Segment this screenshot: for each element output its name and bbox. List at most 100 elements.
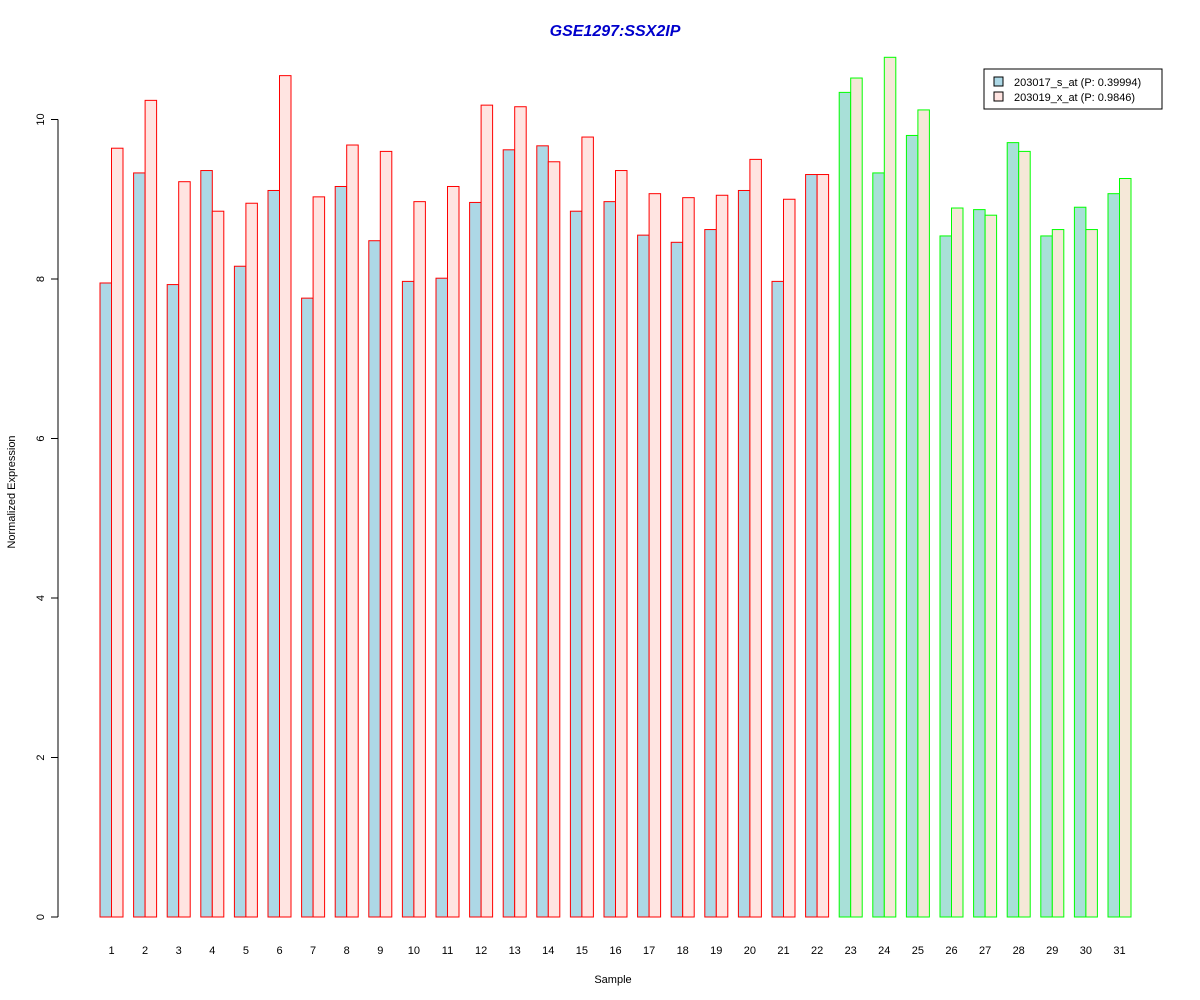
bar-sample-8-series-1 [334,185,348,918]
x-tick-label: 2 [142,945,148,957]
x-axis-tick-labels: 1 2 3 4 5 6 7 8 9 10 11 12 13 14 15 16 17 18 19 20 21 22 23 24 2… [108,945,1125,957]
bar-sample-28-series-1 [1006,142,1020,918]
x-tick-label: 23 [845,945,857,957]
x-tick-label: 11 [442,945,453,957]
y-axis-label: Normalized Expression [6,435,18,548]
bar-sample-7-series-2 [312,196,326,918]
bar-sample-2-series-2 [144,99,158,918]
bar-sample-21-series-2 [783,198,796,918]
bar-sample-3-series-2 [178,181,191,918]
bar-sample-20-series-2 [749,158,762,918]
x-tick-label: 5 [243,945,249,957]
bar-sample-27-series-2 [984,214,998,918]
bar-sample-1-series-1 [99,282,112,918]
bar-sample-5-series-2 [245,202,258,918]
bar-sample-23-series-2 [850,77,863,918]
bar-sample-14-series-2 [547,161,561,918]
x-tick-label: 20 [744,945,756,957]
x-tick-label: 22 [811,945,823,957]
bar-sample-12-series-2 [480,104,494,918]
bar-sample-31-series-1 [1107,193,1120,918]
x-tick-label: 15 [576,945,588,957]
bar-sample-27-series-1 [973,209,986,918]
bar-sample-12-series-1 [469,201,482,918]
x-tick-label: 16 [609,945,621,957]
y-axis: 0 2 4 6 8 10 [35,113,59,920]
x-tick-label: 31 [1113,945,1125,957]
bar-sample-9-series-2 [379,150,393,918]
x-tick-label: 30 [1080,945,1092,957]
x-tick-label: 27 [979,945,991,957]
bar-sample-4-series-2 [211,210,225,918]
y-tick-label: 8 [35,276,47,282]
x-tick-label: 19 [710,945,722,957]
bar-sample-20-series-1 [737,189,751,918]
bar-sample-13-series-2 [514,106,527,918]
y-tick-label: 10 [35,113,47,125]
bar-sample-5-series-1 [233,265,247,918]
bar-sample-11-series-1 [435,277,448,918]
bar-sample-14-series-1 [536,145,549,918]
x-tick-label: 24 [878,945,890,957]
y-tick-label: 6 [35,435,47,441]
bar-sample-6-series-1 [267,189,280,918]
x-tick-label: 14 [542,945,554,957]
bar-sample-2-series-1 [133,172,146,918]
x-tick-label: 13 [509,945,521,957]
x-tick-label: 4 [209,945,215,957]
legend: 203017_s_at (P: 0.39994) 203019_x_at (P:… [983,68,1163,110]
bar-sample-19-series-2 [715,194,729,918]
x-tick-label: 12 [475,945,487,957]
x-tick-label: 18 [677,945,689,957]
y-tick-label: 0 [35,914,47,920]
bar-sample-22-series-2 [816,174,830,918]
bar-sample-23-series-1 [838,91,852,918]
bar-sample-13-series-1 [502,149,516,918]
legend-label-series-2: 203019_x_at (P: 0.9846) [1014,92,1135,104]
bar-sample-28-series-2 [1018,150,1031,918]
bar-sample-31-series-2 [1119,178,1132,918]
x-tick-label: 10 [408,945,420,957]
y-tick-label: 2 [35,754,47,760]
legend-label-series-1: 203017_s_at (P: 0.39994) [1014,77,1141,89]
bar-sample-21-series-1 [771,280,784,918]
bar-sample-6-series-2 [279,75,292,918]
x-tick-label: 28 [1013,945,1025,957]
chart-title: GSE1297:SSX2IP [550,23,681,40]
bar-sample-10-series-1 [401,280,415,918]
bar-sample-17-series-1 [637,234,650,918]
bar-sample-24-series-1 [872,172,885,918]
x-tick-label: 26 [945,945,957,957]
bar-sample-18-series-1 [670,241,684,918]
x-tick-label: 9 [377,945,383,957]
x-axis-label: Sample [594,974,631,986]
x-tick-label: 21 [777,945,789,957]
bar-sample-22-series-1 [805,174,818,918]
bars [99,56,1132,918]
x-tick-label: 25 [912,945,924,957]
bar-sample-26-series-2 [951,207,964,918]
x-tick-label: 6 [276,945,282,957]
bar-sample-24-series-2 [883,56,897,918]
bar-sample-25-series-1 [905,134,919,918]
bar-sample-7-series-1 [301,297,314,918]
legend-swatch-series-1 [993,76,1004,87]
bar-sample-26-series-1 [939,235,952,918]
bar-sample-11-series-2 [447,185,460,918]
bar-sample-30-series-2 [1085,229,1098,918]
bar-sample-16-series-1 [603,201,616,918]
bar-sample-17-series-2 [648,193,662,918]
bar-sample-25-series-2 [917,109,930,918]
bar-sample-10-series-2 [413,201,426,918]
bar-sample-29-series-2 [1051,229,1065,918]
x-tick-label: 3 [176,945,182,957]
bar-sample-18-series-2 [682,197,695,918]
bar-sample-15-series-1 [569,210,583,918]
bar-sample-8-series-2 [346,144,359,918]
bar-sample-3-series-1 [166,284,180,918]
y-tick-label: 4 [35,595,47,601]
x-tick-label: 7 [310,945,316,957]
x-tick-label: 1 [108,945,114,957]
x-tick-label: 8 [344,945,350,957]
